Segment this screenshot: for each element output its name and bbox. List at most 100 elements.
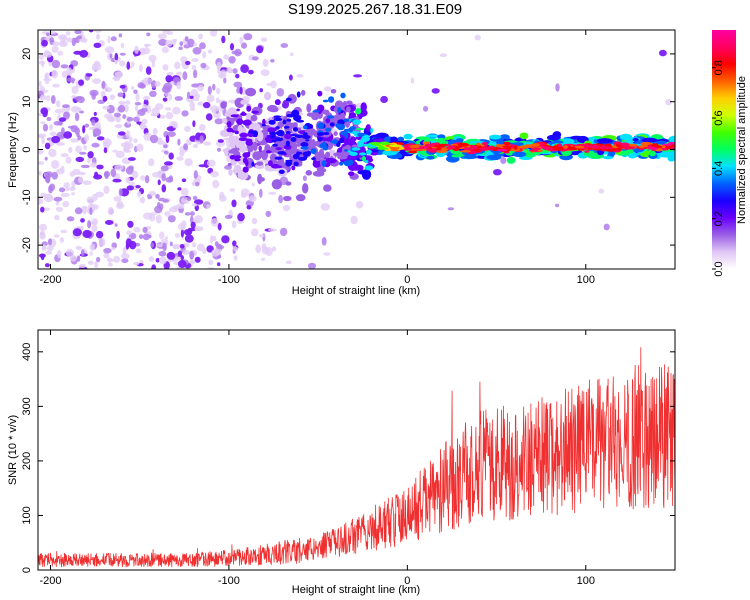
signal-core [588,144,601,149]
chart-title: S199.2025.267.18.31.E09 [287,1,463,18]
noise-speck [220,69,227,77]
signal-halo [222,117,228,124]
signal-halo [519,132,529,140]
signal-core [283,144,292,150]
signal-core [317,122,325,129]
noise-speck [142,77,152,86]
noise-speck [59,187,66,193]
signal-core [236,118,244,125]
noise-speck [142,104,148,109]
signal-halo [267,104,278,113]
noise-speck [144,175,150,184]
signal-core [286,113,295,118]
noise-speck [104,171,109,180]
signal-core [311,157,316,161]
noise-speck [231,199,237,208]
signal-core [238,137,248,141]
noise-speck [46,95,51,102]
signal-halo [228,169,233,176]
noise-speck [260,69,270,77]
noise-speck [42,51,53,58]
signal-halo [346,106,351,113]
signal-core [328,96,335,103]
signal-core [252,131,256,135]
noise-speck [53,196,63,202]
signal-core [227,162,232,167]
signal-core [264,137,270,141]
signal-halo [596,138,613,144]
noise-speck [114,124,123,129]
noise-speck [71,180,76,189]
noise-speck [133,138,138,143]
noise-speck [38,80,42,87]
noise-speck [285,260,292,265]
signal-halo [318,148,325,157]
noise-speck [189,251,195,260]
noise-speck [192,47,202,55]
noise-speck [223,54,229,60]
noise-speck [125,176,131,184]
noise-speck [145,66,152,75]
signal-core [370,127,374,134]
noise-speck [231,220,237,229]
signal-core [300,146,309,150]
noise-speck [214,241,219,247]
noise-speck [69,186,76,191]
noise-speck [74,112,80,122]
y-tick-label: 0 [21,567,33,573]
noise-speck [69,255,77,262]
signal-halo [506,156,516,164]
signal-halo [397,136,405,142]
noise-speck [210,218,219,227]
signal-halo [602,155,614,160]
signal-core [303,125,308,130]
noise-speck [40,206,45,213]
signal-halo [256,131,264,142]
noise-speck [167,131,176,138]
noise-speck [216,147,222,152]
noise-speck [52,41,60,46]
noise-speck [69,171,76,177]
noise-speck [60,165,65,172]
signal-halo [323,184,332,192]
noise-speck [105,220,114,225]
noise-speck [44,194,54,203]
noise-speck [217,255,222,259]
x-tick-label: -100 [218,274,240,286]
signal-halo [426,155,435,160]
noise-speck [113,112,121,118]
noise-speck [210,235,214,244]
noise-speck [179,41,184,47]
noise-speck [181,178,187,183]
noise-speck [181,220,187,230]
noise-speck [39,223,47,231]
noise-speck [302,175,307,182]
noise-speck [125,100,131,105]
noise-speck [174,233,181,238]
signal-halo [346,154,357,162]
signal-core [246,105,252,112]
signal-core [231,129,235,133]
noise-speck [159,231,165,240]
noise-speck [264,247,273,256]
noise-speck [135,104,139,112]
noise-speck [160,165,169,172]
signal-core [351,147,361,151]
noise-speck [278,194,283,204]
noise-speck [216,87,221,95]
signal-core [274,99,281,106]
noise-speck [65,248,74,257]
noise-speck [127,220,134,228]
noise-speck [193,219,201,224]
noise-speck [66,67,73,76]
noise-speck [320,203,330,211]
noise-speck [57,249,62,259]
signal-halo [220,101,227,109]
signal-core [269,134,276,139]
noise-speck [48,185,53,194]
noise-speck [133,89,138,94]
noise-speck [46,116,52,122]
noise-speck [76,133,80,137]
